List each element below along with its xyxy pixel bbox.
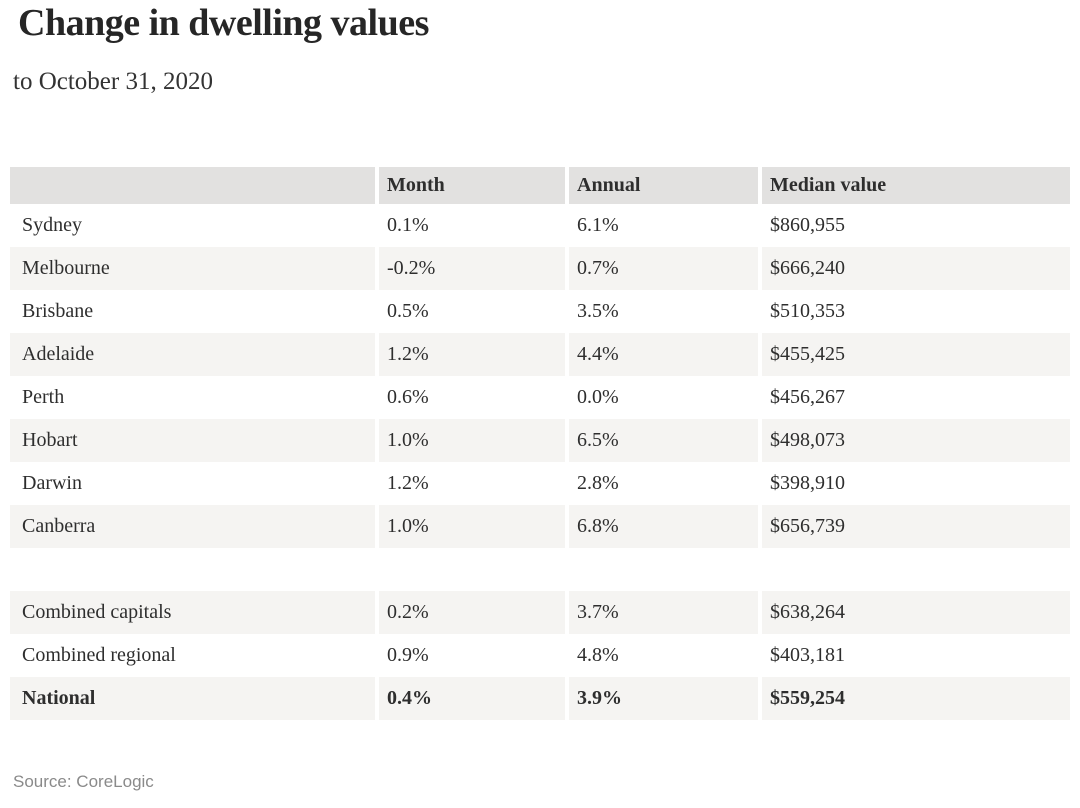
row-label: Perth xyxy=(22,386,65,408)
dwelling-values-table: Month Annual Median value Sydney 0.1% 6.1%… xyxy=(10,167,1070,720)
cell-annual: 0.7% xyxy=(565,247,758,290)
table-row: National 0.4% 3.9% $559,254 xyxy=(10,677,1070,720)
cell-median-value: $559,254 xyxy=(758,677,1070,720)
cell-median-value: $666,240 xyxy=(758,247,1070,290)
spacer-row xyxy=(10,548,1070,591)
cell-annual: 4.8% xyxy=(565,634,758,677)
cell-annual: 6.8% xyxy=(565,505,758,548)
row-label: Combined capitals xyxy=(10,591,375,634)
cell-median-value: $455,425 xyxy=(758,333,1070,376)
cell-median-value: $638,264 xyxy=(758,591,1070,634)
row-label: Sydney xyxy=(22,214,82,236)
table-row: Canberra 1.0% 6.8% $656,739 xyxy=(10,505,1070,548)
cell-median-value: $510,353 xyxy=(758,290,1070,333)
table-header: Month Annual Median value xyxy=(10,167,1070,204)
table-body: Sydney 0.1% 6.1% $860,955 Melbourne -0.2% 0.7%… xyxy=(10,204,1070,720)
cell-month: 0.6% xyxy=(375,376,565,419)
cell-annual: 6.1% xyxy=(565,204,758,247)
cell-annual: 3.9% xyxy=(565,677,758,720)
cell-median-value: $456,267 xyxy=(758,376,1070,419)
column-header-blank xyxy=(10,167,375,204)
cell-median-value: $656,739 xyxy=(758,505,1070,548)
row-label: Brisbane xyxy=(22,300,94,322)
row-label: Adelaide xyxy=(10,333,375,376)
cell-median-value: $398,910 xyxy=(758,462,1070,505)
source-attribution: Source: CoreLogic xyxy=(13,772,154,791)
cell-month: 1.2% xyxy=(375,462,565,505)
cell-median-value: $403,181 xyxy=(758,634,1070,677)
cell-month: 0.1% xyxy=(375,204,565,247)
cell-month: 1.2% xyxy=(375,333,565,376)
header-row: Month Annual Median value xyxy=(10,167,1070,204)
cell-median-value: $498,073 xyxy=(758,419,1070,462)
cell-month: 0.2% xyxy=(375,591,565,634)
page-subtitle: to October 31, 2020 xyxy=(13,68,213,95)
row-label: Canberra xyxy=(10,505,375,548)
table-row: Brisbane 0.5% 3.5% $510,353 xyxy=(10,290,1070,333)
table-row: Sydney 0.1% 6.1% $860,955 xyxy=(10,204,1070,247)
cell-month: 1.0% xyxy=(375,419,565,462)
table-row: Hobart 1.0% 6.5% $498,073 xyxy=(10,419,1070,462)
cell-median-value: $860,955 xyxy=(758,204,1070,247)
cell-annual: 3.5% xyxy=(565,290,758,333)
row-label: Melbourne xyxy=(10,247,375,290)
cell-month: 0.9% xyxy=(375,634,565,677)
row-label: Darwin xyxy=(22,472,82,494)
column-header-month: Month xyxy=(375,167,565,204)
cell-month: -0.2% xyxy=(375,247,565,290)
cell-annual: 2.8% xyxy=(565,462,758,505)
spacer-cell xyxy=(10,548,1070,591)
cell-month: 1.0% xyxy=(375,505,565,548)
table-row: Combined regional 0.9% 4.8% $403,181 xyxy=(10,634,1070,677)
column-header-annual: Annual xyxy=(565,167,758,204)
cell-month: 0.5% xyxy=(375,290,565,333)
row-label: National xyxy=(10,677,375,720)
row-label: Combined regional xyxy=(22,644,176,666)
table-row: Darwin 1.2% 2.8% $398,910 xyxy=(10,462,1070,505)
table-row: Combined capitals 0.2% 3.7% $638,264 xyxy=(10,591,1070,634)
column-header-median-value: Median value xyxy=(758,167,1070,204)
page-title: Change in dwelling values xyxy=(18,2,429,44)
row-label: Hobart xyxy=(10,419,375,462)
table-row: Perth 0.6% 0.0% $456,267 xyxy=(10,376,1070,419)
table-row: Melbourne -0.2% 0.7% $666,240 xyxy=(10,247,1070,290)
cell-annual: 4.4% xyxy=(565,333,758,376)
cell-annual: 3.7% xyxy=(565,591,758,634)
cell-month: 0.4% xyxy=(375,677,565,720)
table-row: Adelaide 1.2% 4.4% $455,425 xyxy=(10,333,1070,376)
cell-annual: 6.5% xyxy=(565,419,758,462)
cell-annual: 0.0% xyxy=(565,376,758,419)
